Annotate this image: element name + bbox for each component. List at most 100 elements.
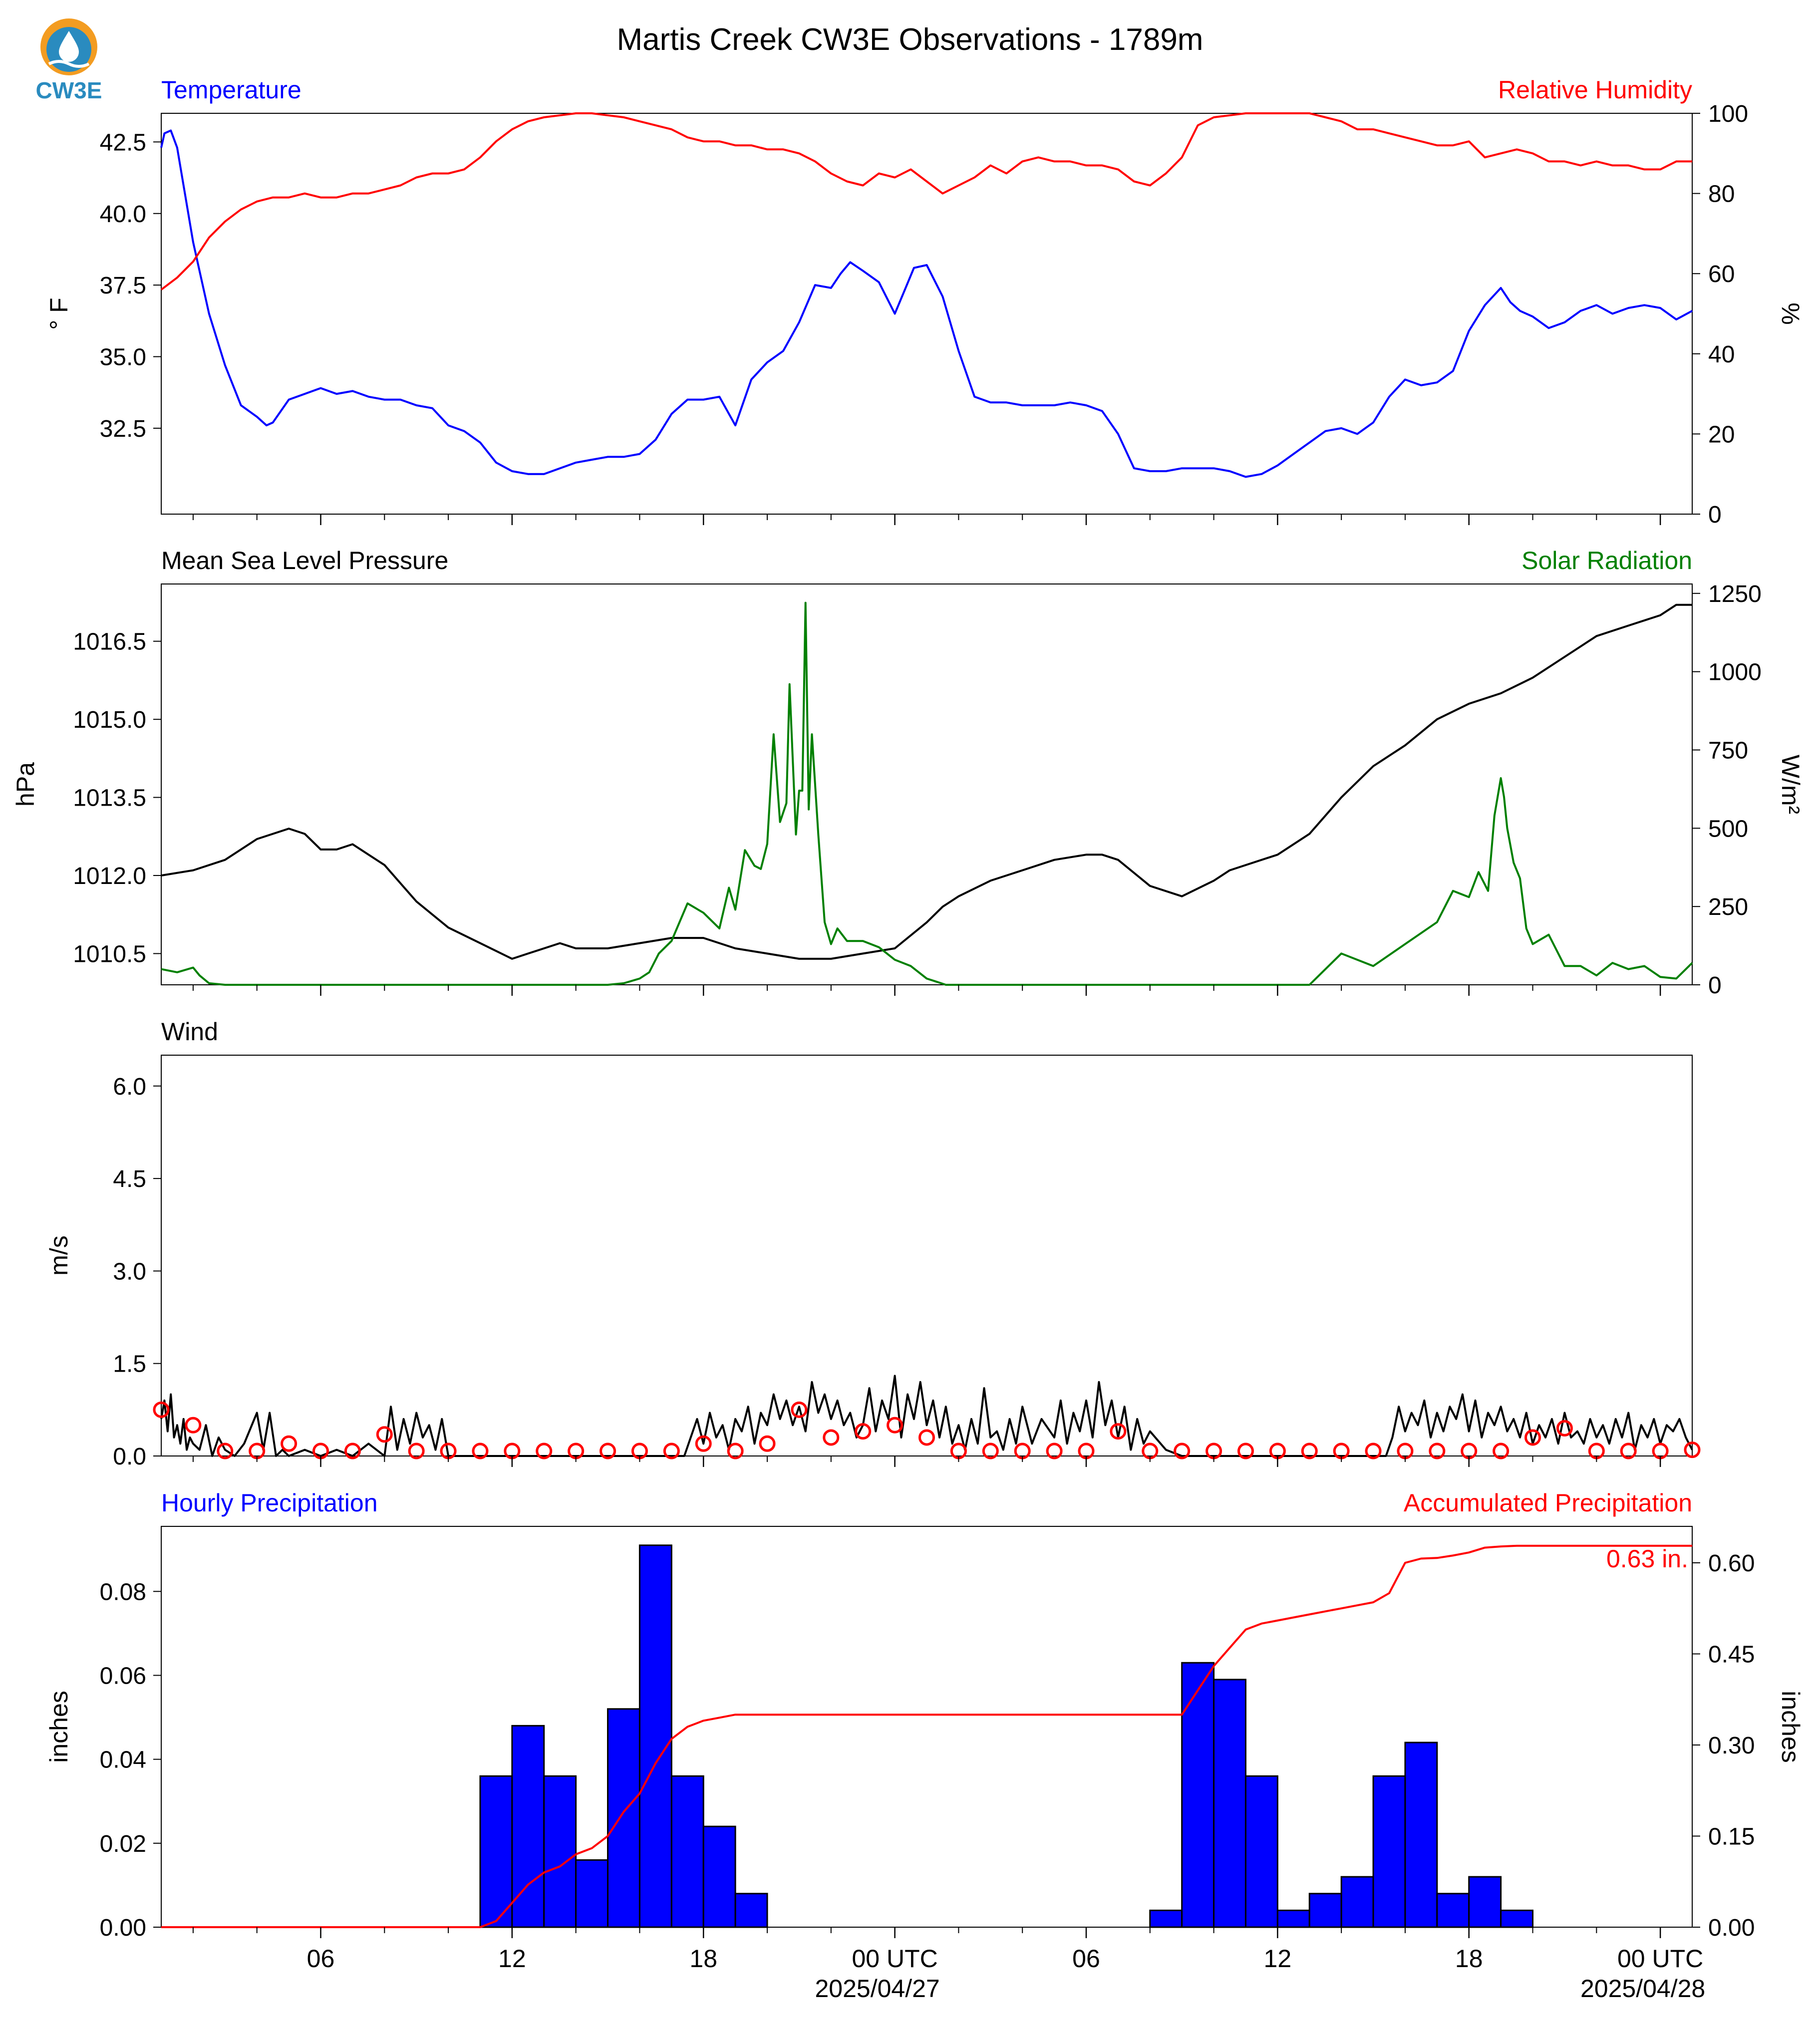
precip-bar: [1404, 1741, 1438, 1928]
panel-frame: [161, 583, 1693, 985]
y-axis-label: hPa: [11, 762, 39, 807]
y-tick-label: 0.02: [100, 1831, 146, 1857]
y-tick-label: 3.0: [113, 1258, 146, 1285]
y-tick-label: 0.00: [100, 1915, 146, 1941]
y-tick-label: 4.5: [113, 1166, 146, 1192]
precip-bar: [1340, 1876, 1374, 1928]
y-right-tick-label: 20: [1708, 421, 1735, 448]
precip-bar: [1244, 1775, 1278, 1928]
x-tick-label: 06: [307, 1945, 335, 1973]
precipitation-panel: 0.00 0.02 0.04 0.06 0.08 0.00 0.15 0.30 0.45 0.60…: [45, 1489, 1805, 1941]
gust-marker: [887, 1417, 904, 1434]
y-right-tick-label: 80: [1708, 181, 1735, 208]
gust-marker: [600, 1443, 616, 1459]
x-tick-label: 00 UTC: [852, 1945, 937, 1973]
y-right-tick-label: 500: [1708, 816, 1748, 842]
y-tick-label: 1015.0: [73, 707, 146, 733]
gust-marker: [1301, 1443, 1318, 1459]
precip-bar: [575, 1859, 609, 1928]
x-tick-label: 12: [1264, 1945, 1292, 1973]
gust-marker: [759, 1435, 776, 1452]
y-right-axis-label: W/m²: [1777, 755, 1805, 814]
gust-marker: [1174, 1443, 1191, 1459]
y-tick-label: 1013.5: [73, 785, 146, 812]
y-right-axis-label: %: [1777, 302, 1805, 324]
y-right-tick-label: 1000: [1708, 659, 1762, 686]
gust-marker: [1493, 1443, 1510, 1459]
panel-right-title: Accumulated Precipitation: [1404, 1489, 1692, 1517]
panel-right-title: Solar Radiation: [1521, 547, 1692, 575]
gust-marker: [982, 1443, 999, 1459]
precip-bar: [1213, 1679, 1246, 1928]
gust-marker: [408, 1443, 425, 1459]
gust-marker: [695, 1435, 712, 1452]
precip-bar: [1181, 1662, 1215, 1928]
y-right-tick-label: 0.60: [1708, 1550, 1755, 1577]
gust-marker: [1429, 1443, 1446, 1459]
precip-bar: [543, 1775, 577, 1928]
precip-bar: [511, 1725, 545, 1928]
panel-left-title: Mean Sea Level Pressure: [161, 547, 448, 575]
figure-title: Martis Creek CW3E Observations - 1789m: [617, 22, 1204, 57]
gust-marker: [153, 1401, 170, 1418]
precip-bar: [638, 1544, 672, 1928]
gust-marker: [217, 1443, 234, 1459]
precip-bar: [1149, 1909, 1183, 1928]
precip-bar: [1276, 1909, 1310, 1928]
y-tick-label: 1010.5: [73, 941, 146, 967]
gust-marker: [823, 1429, 840, 1446]
precip-bar: [1372, 1775, 1406, 1928]
panel-left-title: Hourly Precipitation: [161, 1489, 378, 1517]
panel-frame: [161, 1055, 1693, 1456]
precip-bar: [670, 1775, 704, 1928]
gust-marker: [727, 1443, 744, 1459]
gust-marker: [536, 1443, 553, 1459]
precip-bar: [479, 1775, 513, 1928]
y-right-tick-label: 60: [1708, 261, 1735, 288]
y-right-tick-label: 0.30: [1708, 1733, 1755, 1759]
x-tick-label: 18: [689, 1945, 717, 1973]
gust-marker: [1620, 1443, 1637, 1459]
gust-marker: [376, 1426, 393, 1443]
gust-marker: [185, 1417, 202, 1434]
y-tick-label: 42.5: [100, 129, 146, 156]
x-tick-label: 12: [498, 1945, 526, 1973]
gust-marker: [1556, 1420, 1573, 1437]
gust-marker: [663, 1443, 680, 1459]
accumulated-total-label: 0.63 in.: [1606, 1545, 1688, 1573]
y-tick-label: 35.0: [100, 344, 146, 371]
precip-bar: [1500, 1909, 1534, 1928]
panel-left-title: Temperature: [161, 76, 302, 104]
gust-marker: [1237, 1443, 1254, 1459]
y-right-tick-label: 0: [1708, 972, 1722, 999]
y-tick-label: 32.5: [100, 416, 146, 442]
gust-marker: [1046, 1443, 1063, 1459]
y-right-axis-label: inches: [1777, 1691, 1805, 1763]
y-tick-label: 1012.0: [73, 863, 146, 889]
gust-marker: [855, 1423, 872, 1440]
logo-text: CW3E: [36, 77, 102, 103]
y-right-tick-label: 250: [1708, 894, 1748, 920]
panel-right-title: Relative Humidity: [1498, 76, 1692, 104]
y-tick-label: 0.04: [100, 1747, 146, 1773]
y-right-tick-label: 0.15: [1708, 1824, 1755, 1850]
gust-marker: [918, 1429, 935, 1446]
y-right-tick-label: 1250: [1708, 581, 1762, 607]
y-tick-label: 37.5: [100, 273, 146, 299]
solar-radiation-line: [161, 601, 1693, 986]
y-right-tick-label: 0.00: [1708, 1915, 1755, 1941]
cw3e-logo: CW3E: [36, 18, 102, 103]
y-axis-label: inches: [45, 1691, 73, 1763]
y-tick-label: 0.06: [100, 1663, 146, 1689]
accumulated-precipitation-line: [161, 1544, 1692, 1928]
y-tick-label: 0.08: [100, 1579, 146, 1605]
y-right-tick-label: 0: [1708, 502, 1722, 528]
y-axis-label: m/s: [45, 1235, 73, 1276]
precip-bar: [1308, 1893, 1342, 1928]
wind-panel: 0.0 1.5 3.0 4.5 6.0 Wind m/s: [45, 1018, 1701, 1470]
x-tick-label: 18: [1455, 1945, 1483, 1973]
panel-frame: [161, 1526, 1693, 1928]
gust-marker: [472, 1443, 489, 1459]
